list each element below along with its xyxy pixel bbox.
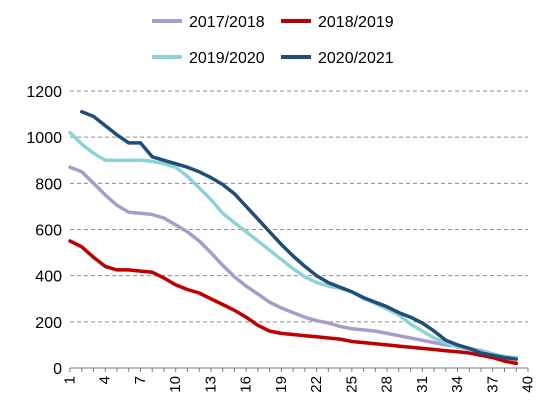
- legend-label: 2020/2021: [318, 50, 394, 67]
- x-tick-label: 37: [484, 376, 501, 393]
- y-tick-label: 800: [35, 176, 62, 193]
- y-tick-label: 0: [53, 361, 62, 378]
- series-line-2018-2019: [68, 239, 519, 366]
- x-tick-label: 4: [97, 376, 114, 384]
- x-tick-label: 31: [414, 376, 431, 393]
- x-tick-label: 16: [238, 376, 255, 393]
- legend-label: 2018/2019: [318, 14, 394, 31]
- x-tick-label: 10: [167, 376, 184, 393]
- axes: 0 200 400 600 800 1000 1200 1 4 7 10 13 16 19 22 25 28 31…: [26, 84, 536, 393]
- x-tick-label: 13: [202, 376, 219, 393]
- x-tick-label: 19: [273, 376, 290, 393]
- series-line-2017-2018: [68, 165, 519, 361]
- x-tick-label: 22: [308, 376, 325, 393]
- series-lines: [68, 110, 519, 366]
- y-tick-label: 400: [35, 269, 62, 286]
- x-tick-label: 7: [132, 376, 149, 384]
- x-tick-label: 25: [343, 376, 360, 393]
- legend-label: 2019/2020: [189, 50, 265, 67]
- gridlines: [70, 90, 528, 323]
- y-tick-label: 1200: [26, 84, 62, 101]
- x-tick-label: 28: [379, 376, 396, 393]
- series-line-2020-2021: [79, 110, 519, 361]
- x-tick-label: 40: [520, 376, 537, 393]
- y-tick-label: 600: [35, 223, 62, 240]
- y-tick-label: 1000: [26, 130, 62, 147]
- legend-label: 2017/2018: [189, 14, 265, 31]
- y-tick-label: 200: [35, 315, 62, 332]
- x-tick-label: 34: [449, 376, 466, 393]
- x-tick-label: 1: [62, 376, 79, 384]
- legend: 2017/2018 2018/2019 2019/2020 2020/2021: [152, 14, 394, 67]
- series-line-2019-2020: [68, 130, 519, 360]
